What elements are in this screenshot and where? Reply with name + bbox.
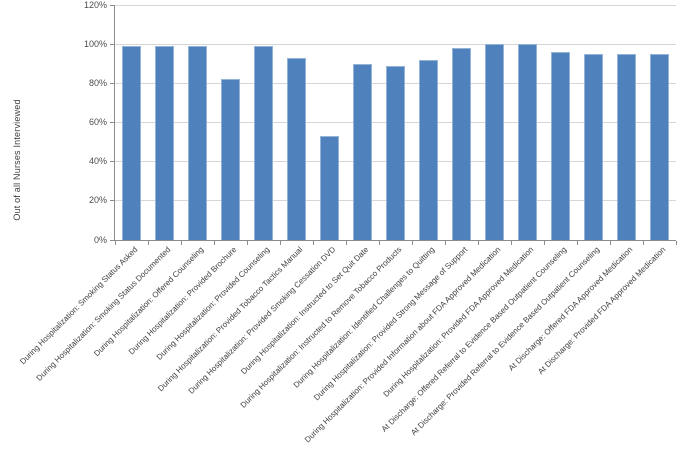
x-axis-label: During Hospitalization: Provided Brochur…: [126, 245, 238, 357]
x-axis-label: During Hospitalization: Provided FDA App…: [381, 245, 535, 399]
x-axis-tickmark: [247, 241, 248, 245]
bar: [650, 53, 669, 240]
x-axis-line: [110, 240, 676, 241]
x-axis-tickmark: [280, 241, 281, 245]
bar: [254, 46, 273, 240]
y-tick-label: 120%: [83, 0, 107, 10]
y-axis-tickmark: [110, 82, 114, 84]
x-axis-tickmark: [511, 241, 512, 245]
x-axis-tickmark: [577, 241, 578, 245]
y-tick-label: 40%: [88, 156, 107, 167]
x-axis-label: At Discharge: Offered FDA Approved Medic…: [506, 245, 634, 373]
y-tick-label: 100%: [83, 38, 107, 49]
y-axis-line: [114, 5, 115, 241]
x-axis-label: During Hospitalization: Provided Counsel…: [154, 245, 271, 362]
bar: [584, 53, 603, 240]
bar: [320, 136, 339, 240]
bar: [188, 46, 207, 240]
bar: [155, 46, 174, 240]
bar: [551, 52, 570, 240]
x-axis-tickmark: [445, 241, 446, 245]
x-axis-label: During Hospitalization: Identified Chall…: [291, 245, 436, 390]
x-axis-tickmark: [115, 241, 116, 245]
x-axis-label: During Hospitalization: Provided Smoking…: [186, 245, 337, 396]
x-axis-label: During Hospitalization: Provided Tobacco…: [155, 245, 304, 394]
bar: [452, 48, 471, 240]
y-axis-tickmark: [110, 200, 114, 202]
y-tick-label: 20%: [88, 195, 107, 206]
x-axis-label: At Discharge: Provided FDA Approved Medi…: [535, 245, 667, 377]
bar: [386, 65, 405, 240]
y-tick-label: 0%: [93, 234, 107, 245]
x-axis-label: During Hospitalization: Instructed to Re…: [238, 245, 403, 410]
x-axis-tickmark: [544, 241, 545, 245]
x-axis-label: At Discharge: Offered Referral to Eviden…: [379, 245, 568, 434]
y-tick-label: 60%: [88, 117, 107, 127]
bar: [221, 79, 240, 240]
x-axis-label: At Discharge: Provided Referral to Evide…: [408, 245, 601, 438]
x-axis-tickmark: [313, 241, 314, 245]
x-axis-tickmark: [412, 241, 413, 245]
bar: [287, 57, 306, 240]
y-axis-tickmark: [110, 239, 114, 241]
x-axis-tickmark: [346, 241, 347, 245]
x-axis-label: During Hospitalization: Provided Informa…: [302, 245, 502, 445]
y-axis-tickmark: [110, 43, 114, 45]
x-axis-tickmark: [676, 241, 677, 245]
bar: [518, 44, 537, 240]
gridline: [115, 43, 676, 45]
gridline: [115, 4, 676, 6]
bar: [485, 44, 504, 240]
bar: [617, 53, 636, 240]
x-axis-tickmark: [214, 241, 215, 245]
y-axis-tickmark: [110, 4, 114, 6]
y-axis-tickmark: [110, 161, 114, 163]
y-tick-label: 80%: [88, 77, 107, 88]
bar: [122, 46, 141, 240]
x-axis-tickmark: [610, 241, 611, 245]
x-axis-tickmark: [643, 241, 644, 245]
x-axis-tickmark: [379, 241, 380, 245]
x-axis-tickmark: [148, 241, 149, 245]
x-axis-label: During Hospitalization: Provided Strong …: [311, 245, 469, 403]
bar: [353, 63, 372, 240]
x-axis-tickmark: [478, 241, 479, 245]
y-axis-tickmark: [110, 122, 114, 123]
plot-area: [110, 4, 677, 245]
y-axis-title: Out of all Nurses Interviewed: [12, 99, 22, 221]
x-axis-label: During Hospitalization: Instructed to Se…: [238, 245, 370, 377]
bar: [419, 59, 438, 240]
x-axis-tickmark: [181, 241, 182, 245]
